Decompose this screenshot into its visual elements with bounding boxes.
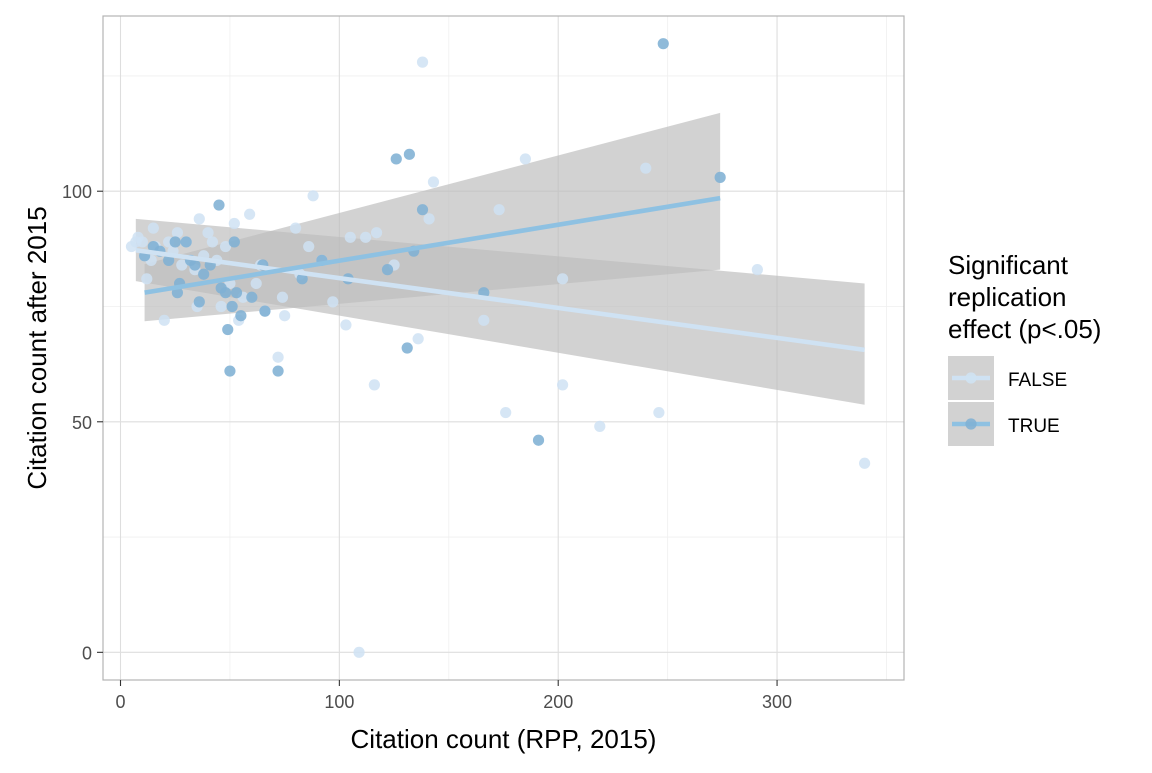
data-point-true [213,199,225,211]
legend: Significant replication effect (p<.05) F… [948,250,1101,446]
data-point-false [147,222,159,234]
legend-key-point-false [965,372,977,384]
data-point-false [423,213,435,225]
trend-line-true [144,195,721,295]
data-point-false [427,176,440,188]
legend-label-false: FALSE [1008,370,1067,391]
y-tick-label: 100 [62,182,92,202]
data-point-false [360,231,372,243]
data-point-false [307,190,319,202]
legend-keys [948,356,994,446]
data-point-true [222,323,234,336]
data-point-true [381,264,394,276]
data-point-false [594,420,606,432]
legend-title-line-2: replication [948,282,1067,312]
data-points [125,38,871,658]
data-point-false [228,217,240,230]
data-point-true [219,287,232,299]
data-point-false [276,291,289,303]
data-point-true [180,236,192,248]
data-point-false [136,236,148,248]
x-tick-label: 0 [116,692,126,712]
data-point-true [246,291,258,303]
y-tick-label: 50 [72,413,92,433]
data-point-false [206,236,219,248]
data-point-false [412,333,424,345]
data-point-false [219,240,232,253]
data-point-false [653,406,665,419]
data-point-false [327,296,339,308]
data-point-true [224,365,236,377]
legend-key-point-true [965,418,977,430]
data-point-false [368,379,380,391]
data-point-true [189,259,201,271]
data-point-false [344,231,356,243]
data-point-false [370,227,383,239]
data-point-false [416,56,429,68]
data-point-true [272,365,284,377]
x-tick-label: 200 [543,692,573,712]
legend-title-line-1: Significant [948,250,1069,280]
legend-title-line-3: effect (p<.05) [948,314,1101,344]
data-point-true [228,236,240,248]
data-point-false [141,273,153,285]
data-point-false [859,457,871,469]
x-axis-title: Citation count (RPP, 2015) [351,724,657,754]
data-point-true [198,268,210,280]
data-point-true [296,273,308,285]
data-point-true [714,171,726,183]
data-point-false [289,222,302,234]
data-point-false [519,153,531,165]
y-axis-title: Citation count after 2015 [22,206,52,489]
data-point-false [272,351,284,363]
x-tick-label: 300 [762,692,792,712]
data-point-true [416,204,429,216]
data-point-false [171,227,184,239]
data-point-false [250,277,262,290]
data-point-false [158,314,170,326]
x-tick-label: 100 [324,692,354,712]
data-point-false [202,227,214,239]
data-point-false [556,379,569,391]
data-point-false [493,204,505,216]
trend-lines [135,195,865,353]
data-point-true [230,287,243,299]
data-point-false [751,264,763,276]
data-point-false [353,646,365,658]
data-point-false [556,273,569,285]
data-point-false [303,240,315,253]
data-point-false [640,162,652,174]
data-point-true [193,296,205,308]
trend-line-false [135,247,865,353]
legend-label-true: TRUE [1008,416,1060,437]
data-point-true [259,305,271,317]
data-point-true [657,38,669,50]
data-point-true [532,434,545,446]
panel-border [102,15,905,681]
y-tick-label: 0 [82,643,92,663]
data-point-true [390,153,402,165]
data-point-true [235,310,247,322]
data-point-false [244,208,256,220]
confidence-bands [135,112,865,405]
data-point-true [169,236,181,248]
data-point-true [163,254,175,266]
data-point-false [176,259,188,271]
data-point-true [226,300,238,313]
data-point-false [340,319,352,331]
data-point-false [279,310,291,322]
data-point-false [193,213,205,225]
data-point-false [500,406,512,419]
data-point-false [478,314,490,326]
data-point-false [215,300,227,313]
data-point-true [401,342,413,354]
data-point-true [403,148,415,160]
axis-ticks: 0 100 200 300 0 50 100 [62,182,792,712]
